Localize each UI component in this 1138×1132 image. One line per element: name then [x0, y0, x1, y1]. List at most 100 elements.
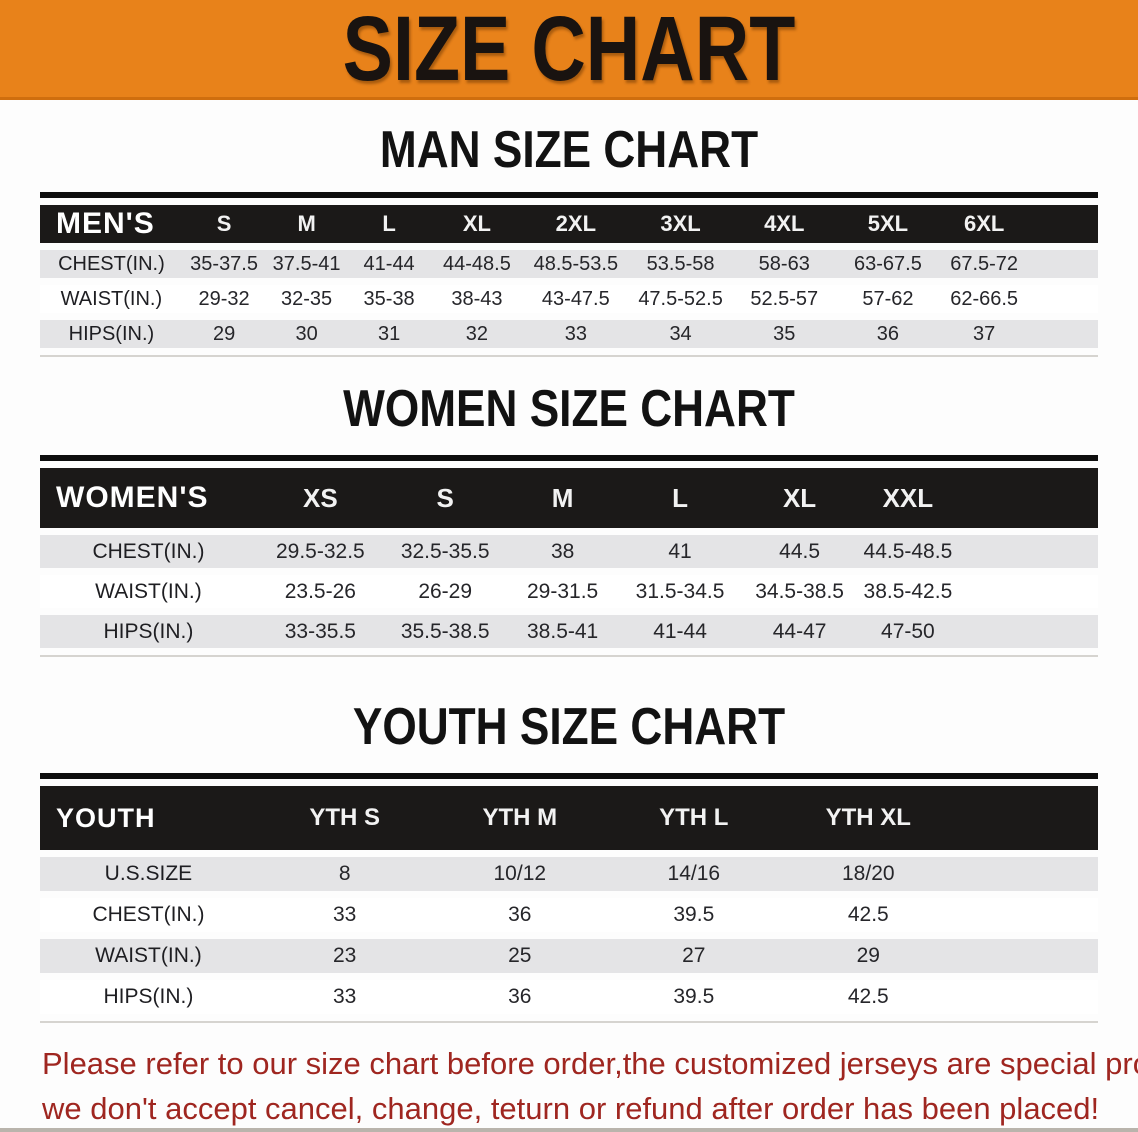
size-value-cell: 42.5 [780, 980, 1098, 1014]
size-value-cell: 35-37.5 [182, 250, 266, 278]
size-value-cell: 57-62 [835, 285, 941, 313]
size-value-cell: 26-29 [383, 575, 507, 608]
size-value-cell: 27 [607, 939, 781, 973]
disclaimer-text: Please refer to our size chart before or… [42, 1041, 1138, 1131]
size-chart-banner: SIZE CHART [0, 0, 1138, 100]
size-value-cell: 29 [182, 320, 266, 348]
size-column-header: XL [430, 205, 524, 243]
women-size-table-grid: WOMEN'S XS S M L XL XXL CHEST(IN.) 29.5-32.5 32.5… [40, 461, 1098, 655]
size-column-header: M [265, 205, 348, 243]
men-size-table: MEN'S S M L XL 2XL 3XL 4XL 5XL 6XL CHEST(IN.) 35-37… [40, 192, 1098, 357]
size-column-header: L [347, 205, 431, 243]
size-value-cell: 47-50 [857, 615, 1098, 648]
row-label: WAIST(IN.) [40, 939, 257, 973]
man-size-chart-heading: MAN SIZE CHART [379, 121, 759, 179]
size-value-cell: 41 [618, 535, 742, 568]
size-column-header: YTH M [432, 786, 608, 850]
size-value-cell: 36 [432, 980, 608, 1014]
size-column-header: YTH XL [780, 786, 1098, 850]
row-label: HIPS(IN.) [40, 320, 183, 348]
size-value-cell: 31.5-34.5 [618, 575, 742, 608]
size-value-cell: 67.5-72 [940, 250, 1098, 278]
size-value-cell: 38-43 [430, 285, 524, 313]
size-column-header: 2XL [523, 205, 629, 243]
size-value-cell: 44-47 [741, 615, 858, 648]
size-value-cell: 32 [430, 320, 524, 348]
table-row: U.S.SIZE 8 10/12 14/16 18/20 [40, 857, 1098, 891]
table-header-row: YOUTH YTH S YTH M YTH L YTH XL [40, 786, 1098, 850]
table-row: WAIST(IN.) 23 25 27 29 [40, 939, 1098, 973]
table-header-row: MEN'S S M L XL 2XL 3XL 4XL 5XL 6XL [40, 205, 1098, 243]
table-corner-label: WOMEN'S [40, 468, 257, 528]
row-label: HIPS(IN.) [40, 980, 257, 1014]
disclaimer-line-1: Please refer to our size chart before or… [42, 1046, 1138, 1081]
size-value-cell: 42.5 [780, 898, 1098, 932]
table-row: CHEST(IN.) 29.5-32.5 32.5-35.5 38 41 44.5 44.5… [40, 535, 1098, 568]
disclaimer-line-2: we don't accept cancel, change, teturn o… [42, 1091, 1100, 1126]
size-value-cell: 36 [835, 320, 941, 348]
size-value-cell: 33-35.5 [256, 615, 384, 648]
size-value-cell: 23 [256, 939, 433, 973]
size-value-cell: 35 [732, 320, 836, 348]
size-value-cell: 33 [523, 320, 629, 348]
size-value-cell: 29-31.5 [506, 575, 619, 608]
size-value-cell: 29-32 [182, 285, 266, 313]
youth-size-chart-heading: YOUTH SIZE CHART [352, 698, 786, 756]
row-label: WAIST(IN.) [40, 285, 183, 313]
size-value-cell: 14/16 [607, 857, 781, 891]
table-row: HIPS(IN.) 33 36 39.5 42.5 [40, 980, 1098, 1014]
size-value-cell: 37.5-41 [265, 250, 348, 278]
size-value-cell: 44.5-48.5 [857, 535, 1098, 568]
banner-title: SIZE CHART [342, 0, 796, 100]
size-value-cell: 43-47.5 [523, 285, 629, 313]
size-value-cell: 38 [506, 535, 619, 568]
table-row: CHEST(IN.) 33 36 39.5 42.5 [40, 898, 1098, 932]
size-value-cell: 53.5-58 [628, 250, 733, 278]
women-size-table: WOMEN'S XS S M L XL XXL CHEST(IN.) 29.5-32.5 32.5… [40, 455, 1098, 657]
row-label: CHEST(IN.) [40, 250, 183, 278]
size-value-cell: 44-48.5 [430, 250, 524, 278]
size-value-cell: 41-44 [618, 615, 742, 648]
row-label: CHEST(IN.) [40, 535, 257, 568]
table-row: HIPS(IN.) 33-35.5 35.5-38.5 38.5-41 41-44 44-… [40, 615, 1098, 648]
size-column-header: 6XL [940, 205, 1098, 243]
size-column-header: M [506, 468, 619, 528]
size-column-header: S [383, 468, 507, 528]
size-value-cell: 32-35 [265, 285, 348, 313]
bottom-edge-strip [0, 1128, 1138, 1132]
size-value-cell: 8 [256, 857, 433, 891]
table-corner-label: MEN'S [40, 205, 183, 243]
youth-size-table-grid: YOUTH YTH S YTH M YTH L YTH XL U.S.SIZE 8 10/12… [40, 779, 1098, 1021]
size-value-cell: 52.5-57 [732, 285, 836, 313]
size-column-header: S [182, 205, 266, 243]
row-label: WAIST(IN.) [40, 575, 257, 608]
row-label: HIPS(IN.) [40, 615, 257, 648]
size-value-cell: 31 [347, 320, 431, 348]
size-value-cell: 34 [628, 320, 733, 348]
size-column-header: 3XL [628, 205, 733, 243]
size-value-cell: 34.5-38.5 [741, 575, 858, 608]
size-column-header: XL [741, 468, 858, 528]
size-column-header: 4XL [732, 205, 836, 243]
size-column-header: XXL [857, 468, 1098, 528]
size-value-cell: 25 [432, 939, 608, 973]
size-value-cell: 38.5-42.5 [857, 575, 1098, 608]
table-row: WAIST(IN.) 23.5-26 26-29 29-31.5 31.5-34.5 34… [40, 575, 1098, 608]
size-value-cell: 29 [780, 939, 1098, 973]
table-row: HIPS(IN.) 29 30 31 32 33 34 35 36 37 [40, 320, 1098, 348]
table-corner-label: YOUTH [40, 786, 257, 850]
size-value-cell: 33 [256, 980, 433, 1014]
size-value-cell: 38.5-41 [506, 615, 619, 648]
size-value-cell: 58-63 [732, 250, 836, 278]
size-value-cell: 18/20 [780, 857, 1098, 891]
size-value-cell: 47.5-52.5 [628, 285, 733, 313]
size-value-cell: 39.5 [607, 898, 781, 932]
table-header-row: WOMEN'S XS S M L XL XXL [40, 468, 1098, 528]
youth-size-table: YOUTH YTH S YTH M YTH L YTH XL U.S.SIZE 8 10/12… [40, 773, 1098, 1023]
size-column-header: YTH S [256, 786, 433, 850]
row-label: U.S.SIZE [40, 857, 257, 891]
size-column-header: YTH L [607, 786, 781, 850]
size-value-cell: 30 [265, 320, 348, 348]
size-value-cell: 23.5-26 [256, 575, 384, 608]
women-size-chart-heading: WOMEN SIZE CHART [343, 380, 795, 438]
